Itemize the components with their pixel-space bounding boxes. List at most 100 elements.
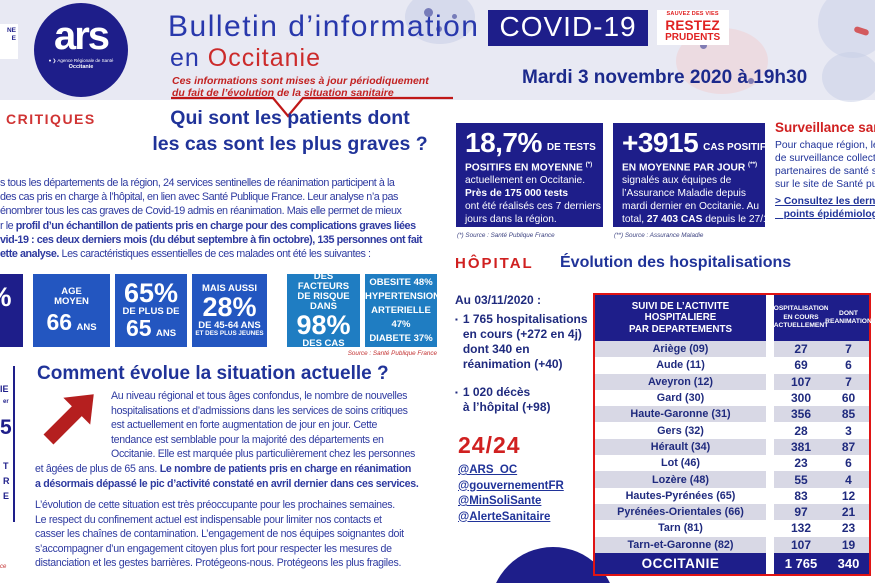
restez-prudents-badge: SAUVEZ DES VIES RESTEZ PRUDENTS [656, 10, 729, 45]
stat-fragment-pct: 6% [0, 284, 22, 311]
table-row-rea: 85 [828, 406, 869, 423]
decor-virus-blob [822, 52, 875, 102]
table-row-dept: Pyrénées-Orientales (66) [595, 503, 766, 521]
table-row-rea: 60 [828, 389, 869, 407]
hospital-summary: Au 03/11/2020 : ▪ 1 765 hospitalisations… [455, 293, 595, 415]
subtitle-pointer [171, 96, 453, 118]
edge-fragment: E [3, 491, 10, 501]
positive-rate-suffix: DE TESTS [546, 142, 596, 153]
edge-fragment: ce [0, 564, 7, 570]
table-row-dept: Lozère (48) [595, 471, 766, 488]
positive-rate-value: 18,7% [465, 127, 542, 158]
daily-cases-box: +3915 CAS POSITIFS EN MOYENNE PAR JOUR (… [613, 123, 765, 227]
table-row-rea: 19 [828, 536, 869, 553]
bullet-square-icon: ▪ [455, 388, 458, 397]
table-row-dept: Ariège (09) [595, 341, 766, 358]
table-gap [766, 503, 774, 521]
table-gap [766, 422, 774, 439]
table-row-hosp: 83 [774, 487, 828, 504]
bulletin-title-row: Bulletin d’information COVID-19 SAUVEZ D… [168, 10, 729, 46]
stat-box-65plus: 65% DE PLUS DE 65 ANS [115, 274, 187, 347]
p28-label: DE 45-64 ANS [198, 319, 261, 331]
covid19-chip: COVID-19 [488, 10, 648, 46]
p28-pct: 28% [202, 291, 257, 322]
table-row-hosp: 23 [774, 455, 828, 472]
region-logo-fragment: NE E [0, 24, 18, 59]
table-gap [766, 295, 774, 341]
cutoff-box-border [13, 366, 15, 522]
ars-logo-region: Occitanie [68, 64, 94, 70]
bullet-square-icon: ▪ [455, 315, 458, 324]
table-row-hosp: 27 [774, 341, 828, 358]
table-header-hospitalisations: HOSPITALISATIONS EN COURS ACTUELLEMENT [769, 295, 833, 341]
p98-top: DES FACTEURS DE RISQUE DANS [297, 274, 350, 312]
table-row-dept: Gard (30) [595, 389, 766, 407]
stat-box-fragment: 6% S [0, 274, 23, 347]
hospitalisations-bullet: ▪ 1 765 hospitalisations en cours (+272 … [455, 312, 595, 372]
table-row-hosp: 381 [774, 438, 828, 456]
stat-box-risk-factors: DES FACTEURS DE RISQUE DANS 98% DES CAS [287, 274, 360, 347]
subtitle-en: en [170, 44, 208, 72]
table-row-hosp: 28 [774, 422, 828, 439]
table-header-reanimation: DONT REANIMATION [825, 295, 872, 341]
age-value: 66 [46, 308, 73, 335]
table-row-dept: Lot (46) [595, 455, 766, 472]
table-row-rea: 23 [828, 520, 869, 537]
social-link[interactable]: @AlerteSanitaire [458, 510, 551, 523]
table-row-dept: Haute-Garonne (31) [595, 406, 766, 423]
table-row-rea: 21 [828, 503, 869, 521]
hopital-heading: HÔPITAL [455, 255, 534, 272]
ars-logo-subtitle: ● ❯ Agence Régionale de Santé [48, 58, 114, 63]
subtitle-occitanie: Occitanie [207, 44, 321, 72]
daily-cases-value: +3915 [622, 127, 699, 158]
section-kicker-critiques: CRITIQUES [6, 111, 96, 127]
stat-fragment-unit: S [0, 327, 22, 337]
p98-bottom: DES CAS [302, 337, 345, 347]
table-row-dept: Gers (32) [595, 422, 766, 439]
hospital-table: SUIVI DE L’ACTIVITE HOSPITALIERE PAR DEP… [593, 293, 872, 576]
trend-up-arrow-icon [43, 394, 94, 445]
decor-dot [452, 14, 457, 19]
table-gap [766, 357, 774, 374]
cases-source-caption: (**) Source : Assurance Maladie [614, 232, 704, 239]
p28-top: MAIS AUSSI [201, 282, 258, 294]
table-row-rea: 4 [828, 471, 869, 488]
table-row-dept: Hérault (34) [595, 438, 766, 456]
ars-logo-word: ars [53, 14, 110, 58]
table-row-rea: 12 [828, 487, 869, 504]
edge-fragment: er [3, 399, 9, 405]
as-of-date: Au 03/11/2020 : [455, 293, 542, 307]
badge-mid-text: RESTEZ [665, 17, 720, 33]
table-row-rea: 7 [828, 341, 869, 358]
table-gap [766, 438, 774, 456]
evolution-heading: Comment évolue la situation actuelle ? [37, 363, 389, 384]
daily-cases-suffix: CAS POSITIFS [703, 142, 765, 153]
edge-fragment: R [3, 476, 10, 486]
social-link[interactable]: @gouvernementFR [458, 479, 564, 492]
table-gap [766, 471, 774, 488]
social-link[interactable]: @ARS_OC [458, 464, 518, 476]
table-gap [766, 389, 774, 407]
table-total-rea: 340 [828, 552, 869, 574]
table-row-hosp: 356 [774, 406, 828, 423]
age-label: AGE MOYEN [54, 285, 89, 307]
table-row-hosp: 97 [774, 503, 828, 521]
deaths-text: 1 020 décès à l’hôpital (+98) [462, 385, 551, 414]
p65-unit: ANS [155, 328, 177, 340]
table-row-rea: 3 [828, 422, 869, 439]
comorbidity-list: OBESITE 48% HYPERTENSION ARTERIELLE 47% … [365, 276, 437, 344]
surveillance-text: Pour chaque région, les de surveillance … [775, 140, 875, 190]
question-heading: Qui sont les patients dont les cas sont … [152, 107, 428, 155]
social-link[interactable]: @MinSoliSante [458, 495, 542, 507]
table-row-hosp: 132 [774, 520, 828, 537]
table-gap [766, 373, 774, 390]
table-row-rea: 6 [828, 357, 869, 374]
table-gap [766, 341, 774, 358]
daily-cases-details: EN MOYENNE PAR JOUR (**) signalés aux équ… [622, 161, 765, 226]
surveillance-section: Surveillance san Pour chaque région, les… [775, 120, 875, 222]
table-row-hosp: 300 [774, 389, 828, 407]
epidemiology-report-link[interactable]: > Consultez les dernier points épidémiol… [775, 196, 875, 220]
table-row-rea: 7 [828, 373, 869, 390]
table-row-rea: 6 [828, 455, 869, 472]
positive-rate-details: POSITIFS EN MOYENNE (*) actuellement en O… [465, 161, 601, 226]
